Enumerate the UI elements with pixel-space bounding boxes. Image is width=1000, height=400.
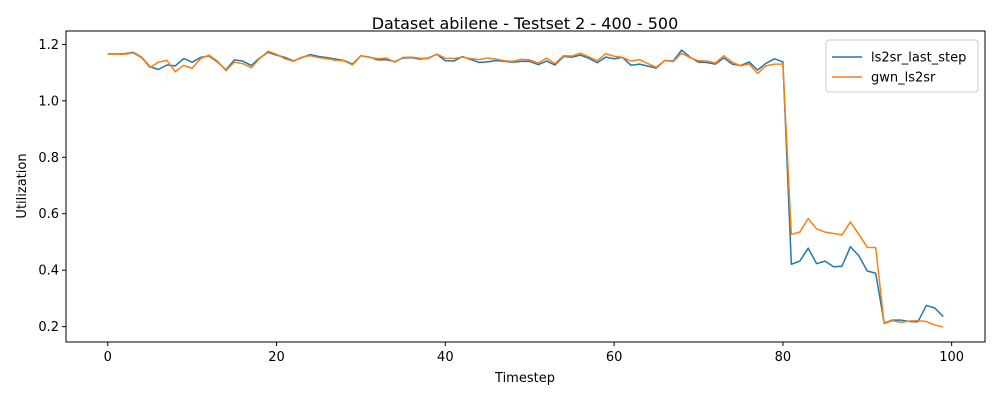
x-tick-label: 80 <box>775 350 792 365</box>
series-lines <box>107 49 944 328</box>
x-tick-label: 60 <box>606 350 623 365</box>
x-tick-label: 100 <box>939 350 964 365</box>
y-axis-label: Utilization <box>15 153 30 218</box>
series-line-ls2sr-last-step <box>107 49 944 324</box>
x-tick-label: 20 <box>268 350 285 365</box>
x-axis-label: Timestep <box>494 371 555 386</box>
y-tick-label: 1.0 <box>38 94 59 109</box>
y-tick-label: 1.2 <box>38 38 59 53</box>
y-tick-label: 0.8 <box>38 151 59 166</box>
x-tick-label: 0 <box>104 350 112 365</box>
plot-area-frame <box>65 30 986 343</box>
legend-label-ls2sr-last-step: ls2sr_last_step <box>871 51 966 66</box>
legend-box <box>825 39 979 93</box>
y-tick-label: 0.6 <box>38 207 59 222</box>
y-tick-label: 0.2 <box>38 320 59 335</box>
chart-title: Dataset abilene - Testset 2 - 400 - 500 <box>372 14 679 33</box>
y-tick-label: 0.4 <box>38 264 59 279</box>
legend-label-gwn-ls2sr: gwn_ls2sr <box>871 71 936 86</box>
series-line-gwn-ls2sr <box>107 50 944 328</box>
legend: ls2sr_last_step gwn_ls2sr <box>825 39 979 93</box>
x-tick-label: 40 <box>437 350 454 365</box>
x-axis: 0 20 40 60 80 100 <box>104 342 964 365</box>
y-axis: 0.2 0.4 0.6 0.8 1.0 1.2 <box>38 38 66 335</box>
